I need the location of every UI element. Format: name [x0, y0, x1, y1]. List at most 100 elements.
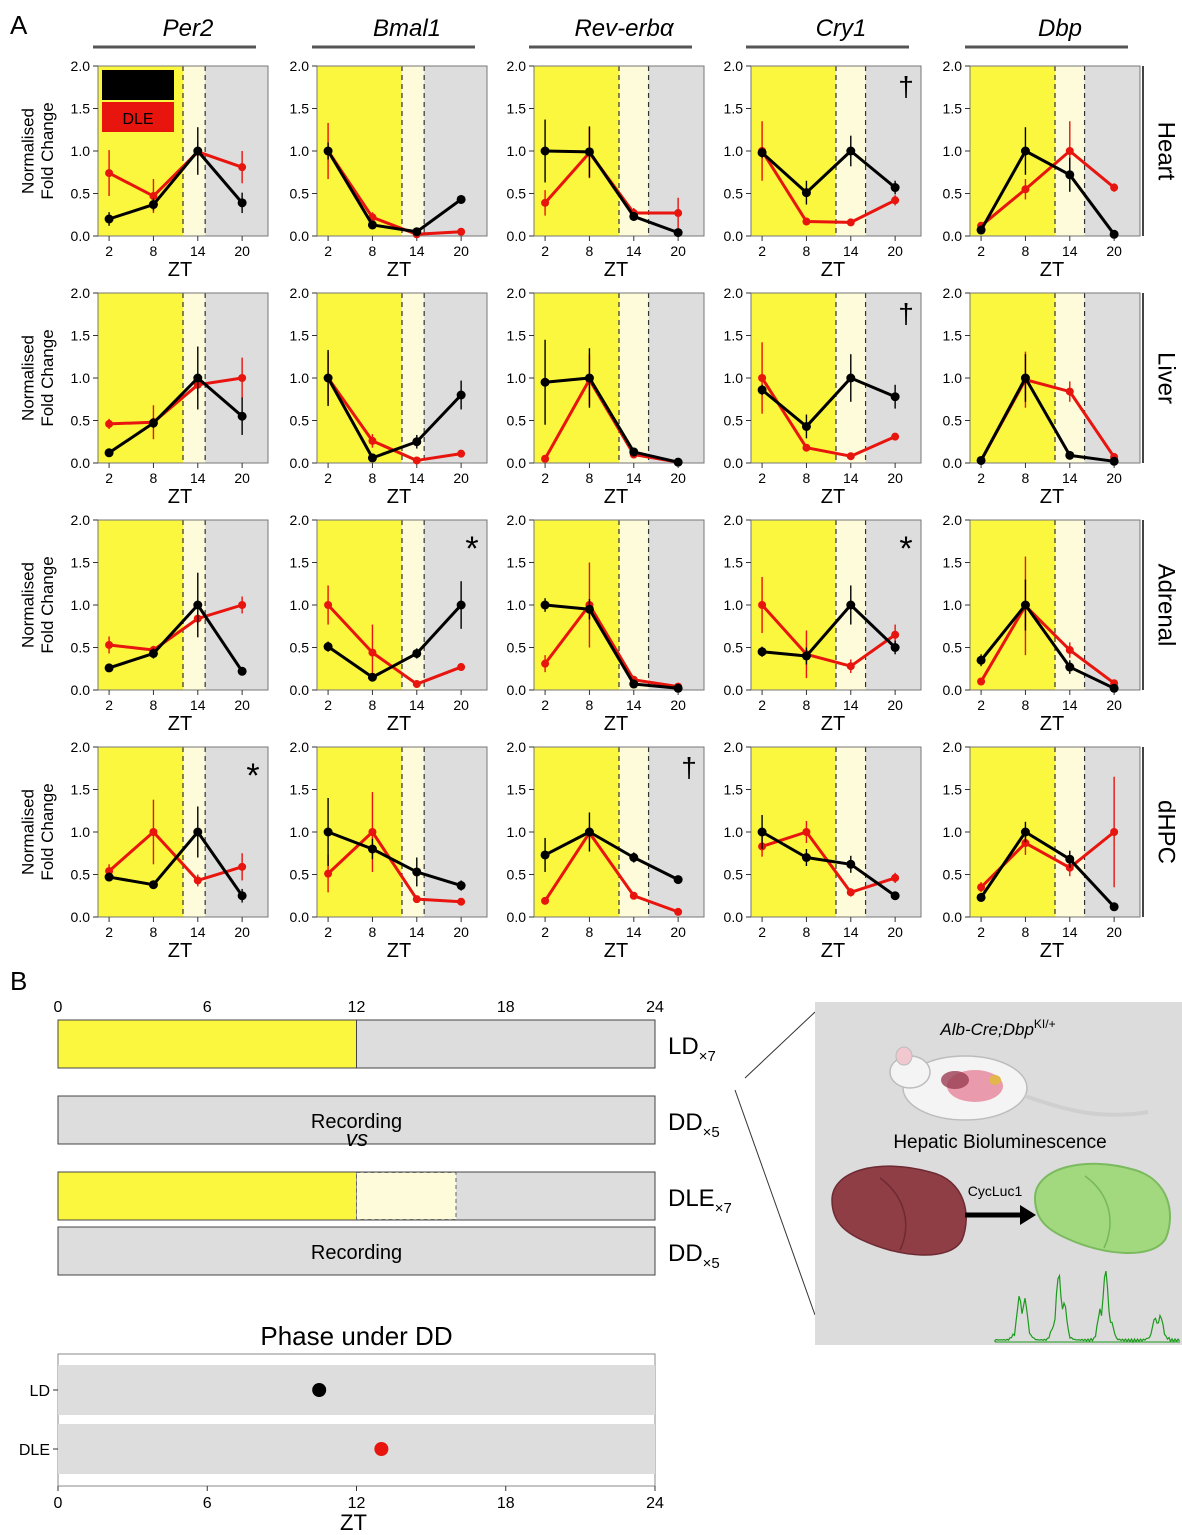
- panel-liver-per2: 0.0 0.5 1.0 1.5 2.0 2 8 14 20 ZT NormalisedFold Ch…: [18, 285, 269, 508]
- x-tick-label: 2: [105, 697, 113, 713]
- x-axis-label: ZT: [387, 259, 411, 281]
- protocol-label-sub: ×7: [699, 1048, 716, 1065]
- data-point-dle: [105, 169, 114, 178]
- data-point-ld: [367, 220, 377, 230]
- series-line-ld: [108, 376, 244, 455]
- x-tick-label: 8: [150, 470, 158, 486]
- background-light: [534, 747, 619, 917]
- data-point-ld: [846, 859, 856, 869]
- data-point-dle: [238, 163, 247, 172]
- liver-glowing-illustration: [1033, 1162, 1171, 1255]
- series-line-dle: [326, 603, 462, 686]
- x-tick-label: 20: [670, 243, 686, 259]
- panel-dhpc-dbp: 0.0 0.5 1.0 1.5 2.0 2 8 14 20 ZT: [943, 739, 1141, 962]
- protocol-bar-label: DD×5: [668, 1240, 720, 1272]
- protocol-bar-text: Recording: [311, 1242, 402, 1264]
- data-point-dle: [891, 873, 900, 882]
- y-tick-label: 0.5: [71, 413, 91, 429]
- data-point-ld: [673, 875, 683, 885]
- series-line-dle: [980, 149, 1116, 227]
- y-tick-label: 1.5: [724, 555, 744, 571]
- y-axis-label-line: Fold Change: [38, 783, 57, 880]
- data-point-ld: [193, 600, 203, 610]
- data-point-ld: [629, 447, 639, 457]
- y-tick-label: 1.5: [507, 782, 527, 798]
- panel-heart-dbp: 0.0 0.5 1.0 1.5 2.0 2 8 14 20 ZT: [943, 58, 1141, 281]
- data-point-dle: [193, 876, 202, 885]
- y-tick-label: 1.5: [724, 328, 744, 344]
- panel-heart-per2: 0.0 0.5 1.0 1.5 2.0 2 8 14 20 ZT NormalisedFold Ch…: [18, 58, 269, 281]
- x-tick-label: 2: [977, 924, 985, 940]
- data-point-ld: [367, 844, 377, 854]
- x-tick-label: 14: [626, 697, 642, 713]
- data-point-ld: [412, 227, 422, 237]
- x-tick-label: 2: [324, 924, 332, 940]
- protocol-label-main: DLE: [668, 1185, 715, 1212]
- x-axis-label: ZT: [1040, 940, 1064, 962]
- data-point-ld: [540, 146, 550, 156]
- x-tick-label: 14: [409, 470, 425, 486]
- y-tick-label: 0.5: [71, 640, 91, 656]
- mouse-ear: [895, 1046, 913, 1066]
- x-tick-label: 20: [670, 697, 686, 713]
- y-tick-label: 0.0: [290, 909, 310, 925]
- x-tick-label: 14: [626, 470, 642, 486]
- panel-adrenal-per2: 0.0 0.5 1.0 1.5 2.0 2 8 14 20 ZT NormalisedFold Ch…: [18, 512, 269, 735]
- x-axis-label: ZT: [821, 486, 845, 508]
- data-point-dle: [1065, 646, 1074, 655]
- x-axis-label: ZT: [604, 486, 628, 508]
- x-tick-label: 20: [234, 697, 250, 713]
- significance-mark: *: [246, 757, 259, 795]
- y-tick-label: 0.0: [290, 228, 310, 244]
- x-tick-label: 20: [453, 470, 469, 486]
- y-tick-label: 1.5: [71, 555, 91, 571]
- phase-band-dle: [58, 1424, 655, 1474]
- data-point-ld: [412, 648, 422, 658]
- tissue-labels: Heart Liver Adrenal dHPC: [1142, 66, 1180, 917]
- x-tick-label: 2: [541, 697, 549, 713]
- phase-point-dle: [374, 1442, 389, 1456]
- y-tick-label: 1.0: [943, 597, 963, 613]
- data-point-dle: [846, 452, 855, 461]
- gene-headers: Per2 Bmal1 Rev-erbα Cry1 Dbp: [93, 15, 1128, 49]
- phase-x-tick-label: 12: [348, 1495, 366, 1512]
- y-axis-label-line: Normalised: [18, 108, 37, 194]
- legend-ld-label: LD: [128, 79, 148, 96]
- series-line-ld: [761, 830, 896, 897]
- y-tick-label: 1.5: [290, 328, 310, 344]
- protocol-extended-phase: [356, 1172, 457, 1220]
- y-tick-label: 0.5: [290, 413, 310, 429]
- x-tick-label: 20: [234, 470, 250, 486]
- y-tick-label: 1.5: [943, 555, 963, 571]
- data-point-ld: [629, 211, 639, 221]
- y-tick-label: 2.0: [71, 58, 91, 74]
- data-point-ld: [584, 147, 594, 157]
- x-tick-label: 8: [150, 924, 158, 940]
- data-point-ld: [237, 891, 247, 901]
- background-light: [970, 66, 1055, 236]
- tissue-label-liver: Liver: [1153, 352, 1180, 404]
- y-tick-label: 0.5: [724, 413, 744, 429]
- connector-line-top: [744, 1011, 816, 1079]
- y-tick-label: 1.5: [290, 782, 310, 798]
- y-tick-label: 1.5: [943, 782, 963, 798]
- data-point-dle: [1110, 828, 1119, 836]
- y-tick-label: 2.0: [724, 512, 744, 528]
- y-tick-label: 0.0: [724, 455, 744, 471]
- data-point-dle: [541, 659, 550, 668]
- data-point-ld: [976, 455, 986, 465]
- gene-header-bmal1: Bmal1: [373, 15, 441, 42]
- series-line-dle: [979, 604, 1116, 685]
- arrow-label: CycLuc1: [968, 1183, 1023, 1199]
- data-point-dle: [412, 680, 421, 689]
- x-tick-label: 8: [803, 243, 811, 259]
- y-tick-label: 0.0: [290, 682, 310, 698]
- protocol-light-phase: [58, 1172, 357, 1220]
- data-point-ld: [148, 648, 158, 658]
- x-axis-label: ZT: [1040, 486, 1064, 508]
- x-tick-label: 2: [977, 243, 985, 259]
- series-line-ld: [327, 830, 462, 887]
- data-point-ld: [976, 655, 986, 665]
